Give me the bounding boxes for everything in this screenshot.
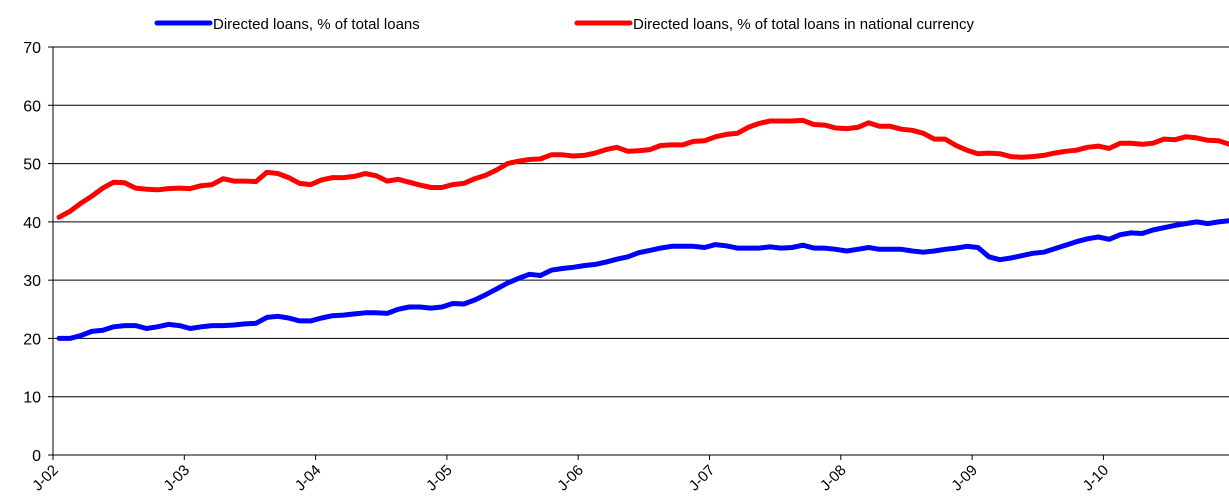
axes: [52, 47, 1229, 456]
x-tick-label: J-07: [686, 462, 719, 495]
y-tick-label: 60: [23, 98, 41, 115]
x-tick-label: J-03: [160, 462, 193, 495]
y-tick-label: 40: [23, 215, 41, 232]
x-tick-label: J-06: [554, 462, 587, 495]
series-line-2: [56, 117, 1229, 220]
y-tick-label: 10: [23, 390, 41, 407]
y-tick-label: 20: [23, 331, 41, 348]
y-tick-label: 0: [32, 448, 41, 465]
y-tick-label: 50: [23, 157, 41, 174]
chart-legend: Directed loans, % of total loans Directed…: [154, 16, 975, 33]
x-tick-label: J-02: [29, 462, 62, 495]
legend-label-2: Directed loans, % of total loans in nati…: [633, 16, 975, 33]
y-tick-label: 30: [23, 273, 41, 290]
x-axis-ticks: J-02 J-03 J-04 J-05 J-06 J-07 J-08 J-09 J-10: [29, 455, 1112, 494]
series-line-1: [56, 218, 1229, 341]
y-tick-label: 70: [23, 40, 41, 57]
x-tick-label: J-09: [948, 462, 981, 495]
x-tick-label: J-08: [817, 462, 850, 495]
x-tick-label: J-05: [423, 462, 456, 495]
x-tick-label: J-10: [1080, 462, 1113, 495]
data-series: [56, 117, 1229, 341]
x-tick-label: J-04: [292, 462, 325, 495]
legend-label-1: Directed loans, % of total loans: [213, 16, 420, 33]
y-axis-ticks: 0 10 20 30 40 50 60 70: [23, 40, 53, 465]
grid-lines: [53, 46, 1229, 398]
